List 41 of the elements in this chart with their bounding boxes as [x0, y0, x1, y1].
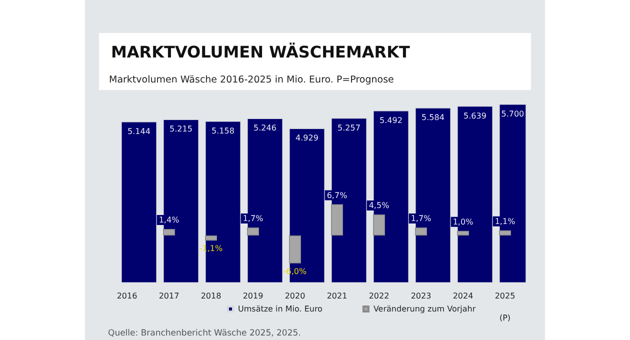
- data-label: 6,7%: [326, 190, 348, 200]
- x-tick-label: 2018: [200, 292, 222, 300]
- category-label: 2025 (P): [494, 292, 516, 322]
- x-tick-label: 2017: [158, 292, 180, 300]
- chart-title: MARKTVOLUMEN WÄSCHEMARKT: [111, 42, 410, 62]
- legend-label: Umsätze in Mio. Euro: [238, 304, 323, 314]
- legend-label: Veränderung zum Vorjahr: [373, 304, 476, 314]
- x-tick-label: 2019: [242, 292, 264, 300]
- data-label: 5.700: [501, 109, 524, 118]
- bar: [289, 235, 301, 264]
- bar: [457, 230, 469, 236]
- data-label: 4,5%: [368, 201, 390, 210]
- chart-subtitle: Marktvolumen Wäsche 2016-2025 in Mio. Euro. P=Prognose: [109, 74, 394, 86]
- data-label: 1,4%: [158, 215, 180, 224]
- data-label: 5.257: [338, 123, 360, 132]
- bar: [205, 235, 217, 241]
- data-label: 5.158: [212, 126, 234, 136]
- source-note: Quelle: Branchenbericht Wäsche 2025, 2025.: [108, 328, 301, 338]
- bar: [499, 230, 511, 236]
- x-tick-label: 2021: [326, 292, 348, 300]
- data-label: 5.215: [170, 124, 192, 134]
- data-label: 5.144: [128, 126, 150, 136]
- x-tick-label: 2020: [284, 292, 306, 300]
- data-label: 1,1%: [494, 216, 516, 226]
- data-label: 5.639: [464, 111, 486, 120]
- bar: [247, 228, 259, 236]
- bar: [415, 228, 427, 236]
- data-label: 5.246: [254, 124, 276, 133]
- x-tick-label: 2024: [452, 292, 474, 300]
- data-label: 1,7%: [410, 214, 432, 224]
- data-label: 4.929: [296, 134, 318, 143]
- data-label: 1,0%: [452, 217, 474, 226]
- x-tick-label: 2023: [410, 292, 432, 300]
- data-label: 1,7%: [242, 214, 264, 224]
- data-label: 5.584: [422, 113, 444, 122]
- bar: [331, 204, 343, 236]
- x-tick-label: 2022: [368, 292, 390, 300]
- bar: [163, 228, 175, 236]
- x-tick-label: 2016: [116, 292, 138, 300]
- bar: [373, 214, 385, 236]
- data-label: 5.492: [380, 116, 402, 125]
